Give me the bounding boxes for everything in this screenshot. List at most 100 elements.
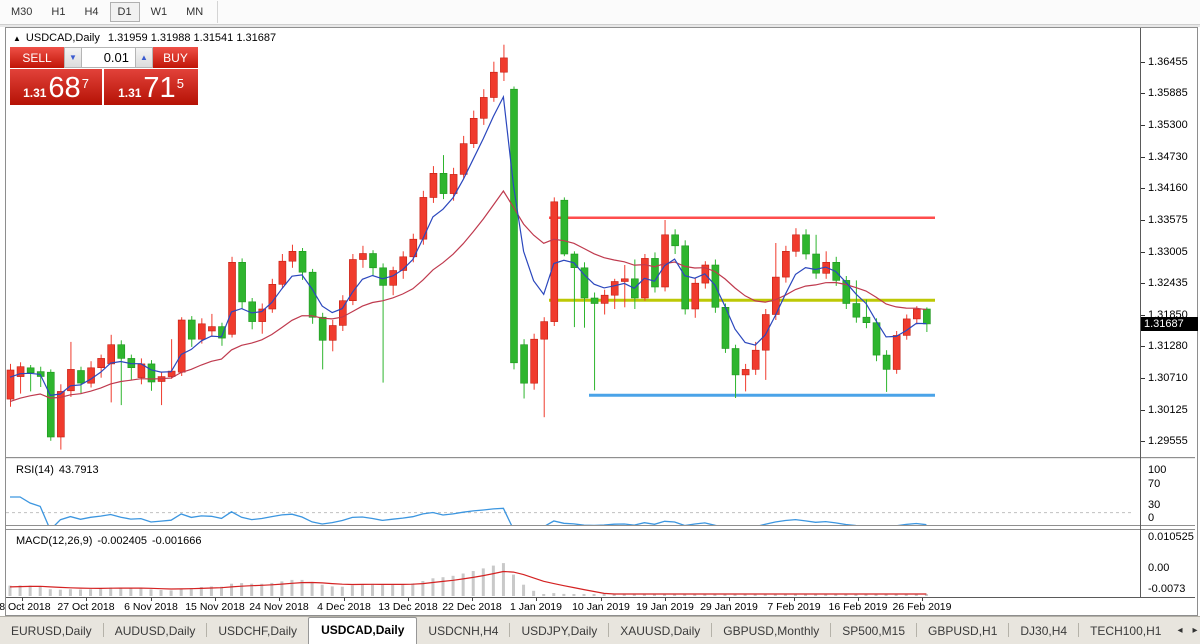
macd-axis-label: -0.0073: [1148, 583, 1186, 595]
date-axis-label: 1 Jan 2019: [510, 601, 562, 613]
date-axis-tick: [279, 598, 280, 601]
timeframe-toolbar: M30 H1 H4 D1 W1 MN: [0, 0, 1200, 25]
price-axis-label: 1.35300: [1148, 119, 1188, 131]
date-axis-tick: [922, 598, 923, 601]
date-axis-label: 26 Feb 2019: [892, 601, 952, 613]
pane-separator[interactable]: [6, 529, 1195, 530]
price-axis-label: 1.34160: [1148, 182, 1188, 194]
chart-tab-bar: EURUSD,Daily AUDUSD,Daily USDCHF,Daily USDC…: [0, 616, 1200, 644]
price-axis-tick: [1141, 188, 1145, 189]
sell-price-button[interactable]: 1.31 68 7: [10, 69, 102, 105]
tabs-scroll-right-icon[interactable]: ▸: [1192, 625, 1198, 636]
date-axis-label: 27 Oct 2018: [57, 601, 115, 613]
tab-divider: [509, 623, 511, 637]
rsi-axis-label: 100: [1148, 464, 1167, 476]
tab-gbpusd-h1[interactable]: GBPUSD,H1: [928, 624, 998, 638]
tab-divider: [608, 623, 610, 637]
toolbar-separator: [217, 1, 219, 23]
chart-ohlc-values: 1.31959 1.31988 1.31541 1.31687: [107, 32, 277, 44]
date-axis[interactable]: 18 Oct 2018 27 Oct 2018 6 Nov 2018 15 Nov 2…: [0, 598, 1195, 614]
tab-divider: [206, 623, 208, 637]
date-axis-tick: [408, 598, 409, 601]
volume-decrease-button[interactable]: ▼: [64, 47, 82, 68]
date-axis-label: 7 Feb 2019: [767, 601, 821, 613]
date-axis-label: 6 Nov 2018: [124, 601, 178, 613]
price-axis-label: 1.36455: [1148, 56, 1188, 68]
date-axis-tick: [472, 598, 473, 601]
date-axis-label: 10 Jan 2019: [572, 601, 630, 613]
timeframe-button-mn[interactable]: MN: [186, 6, 204, 18]
tab-xauusd-daily[interactable]: XAUUSD,Daily: [620, 624, 701, 638]
price-axis-tick: [1141, 93, 1145, 94]
price-axis-tick: [1141, 441, 1145, 442]
date-axis-tick: [601, 598, 602, 601]
rsi-pane-canvas[interactable]: [6, 459, 1139, 525]
tab-usdjpy-daily[interactable]: USDJPY,Daily: [521, 624, 598, 638]
tab-dj30-h4[interactable]: DJ30,H4: [1020, 624, 1068, 638]
buy-price-big: 71: [143, 72, 176, 104]
date-axis-label: 19 Jan 2019: [636, 601, 694, 613]
toolbar-groove: [0, 25, 1200, 27]
tab-usdchf-daily[interactable]: USDCHF,Daily: [218, 624, 298, 638]
buy-price-sup: 5: [176, 76, 184, 91]
date-axis-tick: [344, 598, 345, 601]
chart-symbol-title: USDCAD,Daily: [25, 32, 100, 44]
timeframe-button-h1[interactable]: H1: [51, 6, 66, 18]
timeframe-button-m30[interactable]: M30: [11, 6, 33, 18]
price-axis-tick: [1141, 410, 1145, 411]
price-axis-tick: [1141, 346, 1145, 347]
tab-usdcnh-h4[interactable]: USDCNH,H4: [428, 624, 499, 638]
price-axis-tick: [1141, 220, 1145, 221]
price-axis-label: 1.34730: [1148, 151, 1188, 163]
date-axis-border: [6, 597, 1195, 598]
price-axis-tick: [1141, 125, 1145, 126]
date-axis-tick: [729, 598, 730, 601]
price-axis-label: 1.35885: [1148, 87, 1188, 99]
date-axis-tick: [665, 598, 666, 601]
volume-increase-button[interactable]: ▲: [135, 47, 153, 68]
tab-usdcad-daily[interactable]: USDCAD,Daily: [308, 617, 418, 644]
chart-title-row: ▲ USDCAD,Daily 1.31959 1.31988 1.31541 1…: [13, 31, 276, 45]
tab-eurusd-daily[interactable]: EURUSD,Daily: [11, 624, 92, 638]
pane-separator[interactable]: [6, 457, 1195, 458]
price-axis-label: 1.29555: [1148, 435, 1188, 447]
tabs-scroll-left-icon[interactable]: ◂: [1177, 625, 1183, 636]
price-axis-tick: [1141, 252, 1145, 253]
price-axis-tick: [1141, 315, 1145, 316]
date-axis-label: 4 Dec 2018: [317, 601, 371, 613]
collapse-chart-icon[interactable]: ▲: [13, 33, 21, 43]
timeframe-button-d1[interactable]: D1: [109, 2, 140, 22]
macd-indicator-label: MACD(12,26,9) -0.002405 -0.001666: [16, 535, 202, 547]
macd-pane-canvas[interactable]: [6, 530, 1139, 597]
rsi-axis-label: 30: [1148, 499, 1161, 511]
buy-button[interactable]: BUY: [153, 47, 198, 68]
macd-axis-label: 0.010525: [1148, 531, 1194, 543]
timeframe-button-h4[interactable]: H4: [84, 6, 99, 18]
tab-sp500-m15[interactable]: SP500,M15: [842, 624, 906, 638]
tab-divider: [711, 623, 713, 637]
tab-tech100-h1[interactable]: TECH100,H1: [1090, 624, 1162, 638]
date-axis-tick: [86, 598, 87, 601]
tab-divider: [1008, 623, 1010, 637]
sell-price-prefix: 1.31: [23, 86, 47, 100]
tab-gbpusd-monthly[interactable]: GBPUSD,Monthly: [723, 624, 820, 638]
sell-button[interactable]: SELL: [10, 47, 64, 68]
price-axis-label: 1.33005: [1148, 246, 1188, 258]
tab-divider: [1078, 623, 1080, 637]
date-axis-tick: [215, 598, 216, 601]
buy-price-button[interactable]: 1.31 71 5: [104, 69, 198, 105]
price-axis-label: 1.30710: [1148, 372, 1188, 384]
pane-separator[interactable]: [6, 525, 1195, 526]
price-axis-tick: [1141, 62, 1145, 63]
price-chart-canvas[interactable]: [6, 29, 1139, 457]
tab-divider: [916, 623, 918, 637]
date-axis-tick: [151, 598, 152, 601]
timeframe-button-w1[interactable]: W1: [150, 6, 168, 18]
price-axis-tick: [1141, 157, 1145, 158]
one-click-trading-panel: SELL ▼ 0.01 ▲ BUY 1.31 68 7 1.31 71 5: [10, 47, 198, 105]
tab-audusd-daily[interactable]: AUDUSD,Daily: [114, 624, 196, 638]
rsi-axis-label: 70: [1148, 478, 1161, 490]
volume-input[interactable]: 0.01: [82, 47, 135, 68]
date-axis-label: 15 Nov 2018: [185, 601, 245, 613]
sell-price-big: 68: [48, 72, 81, 104]
